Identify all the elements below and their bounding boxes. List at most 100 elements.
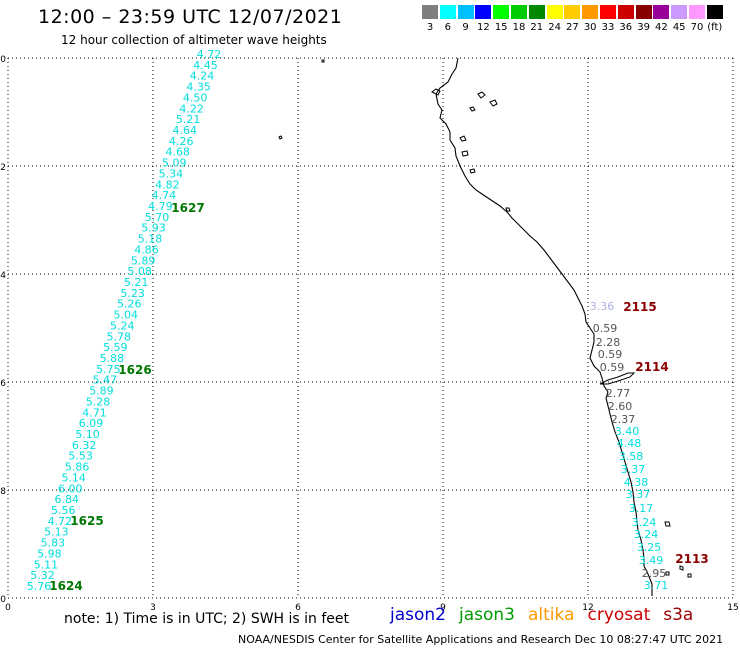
y-tick-label: -6 xyxy=(0,379,6,389)
wave-height-value: 5.56 xyxy=(51,504,76,517)
east-track-time-labels: 2115 2114 2113 xyxy=(623,300,708,566)
track-time-label: 1625 xyxy=(70,514,103,528)
wave-height-value: 5.09 xyxy=(162,157,187,170)
scale-swatch xyxy=(457,5,474,19)
scale-unit: (ft) xyxy=(707,22,723,33)
scale-label: 33 xyxy=(601,22,615,33)
scale-label: 36 xyxy=(619,22,633,33)
track-time-label: 2115 xyxy=(623,300,656,314)
wave-height-value: 5.93 xyxy=(141,222,166,235)
scale-label: 3 xyxy=(426,22,434,33)
scale-swatch xyxy=(653,5,670,19)
track-time-label: 1626 xyxy=(118,363,151,377)
scale-swatch xyxy=(671,5,688,19)
wave-height-value: 3.37 xyxy=(626,488,651,501)
scale-swatch xyxy=(546,5,563,19)
wave-height-value: 2.95 xyxy=(642,567,667,580)
wave-height-value: 2.77 xyxy=(606,387,631,400)
mission-legend: jason2 jason3 altika cryosat s3a xyxy=(390,605,706,625)
scale-swatch xyxy=(582,5,599,19)
wave-height-value: 4.71 xyxy=(82,406,107,419)
wave-height-value: 4.48 xyxy=(617,437,642,450)
axis-tick-labels: 0 3 6 9 12 15 0 -2 -4 -6 -8 -10 xyxy=(0,55,739,613)
wave-height-value: 3.25 xyxy=(637,541,662,554)
wave-height-value: 5.98 xyxy=(37,547,62,560)
wave-height-value: 3.24 xyxy=(632,516,657,529)
scale-swatch xyxy=(493,5,510,19)
wave-height-value: 5.75 xyxy=(96,363,121,376)
scale-label: 6 xyxy=(444,22,451,33)
track-time-label: 1624 xyxy=(49,579,82,593)
x-tick-label: 0 xyxy=(5,603,11,613)
x-tick-label: 6 xyxy=(295,603,301,613)
wave-height-value: 5.18 xyxy=(138,233,163,246)
scale-label: 12 xyxy=(477,22,490,33)
scale-label: 15 xyxy=(494,22,508,33)
wave-height-value: 0.59 xyxy=(600,361,625,374)
mission-cryosat: cryosat xyxy=(587,605,651,625)
mission-jason2: jason2 xyxy=(390,605,446,625)
credit-line: NOAA/NESDIS Center for Satellite Applica… xyxy=(238,633,724,646)
y-tick-label: -8 xyxy=(0,487,6,497)
wave-height-value: 4.35 xyxy=(186,81,211,94)
west-track-time-labels: 1627 1626 1625 1624 xyxy=(49,201,204,593)
wave-height-value: 4.38 xyxy=(624,476,649,489)
wave-height-value: 5.26 xyxy=(117,298,142,311)
wave-height-value: 4.86 xyxy=(134,243,159,256)
scale-swatch xyxy=(564,5,581,19)
wave-height-value: 4.79 xyxy=(148,200,173,213)
coastal-islands xyxy=(278,59,692,578)
scale-label: 24 xyxy=(548,22,561,33)
wave-height-value: 4.74 xyxy=(152,189,177,202)
wave-height-value: 5.32 xyxy=(30,569,55,582)
wave-height-value: 3.36 xyxy=(590,300,615,313)
mission-s3a: s3a xyxy=(663,605,694,625)
mission-jason3: jason3 xyxy=(459,605,515,625)
scale-swatch xyxy=(528,5,545,19)
scale-swatch xyxy=(475,5,492,19)
wave-height-value: 2.28 xyxy=(596,336,621,349)
track-time-label: 2113 xyxy=(675,552,708,566)
scale-label: 30 xyxy=(583,22,597,33)
scale-label: 18 xyxy=(512,22,526,33)
wave-height-value: 5.21 xyxy=(176,113,201,126)
wave-height-value: 4.26 xyxy=(169,135,194,148)
wave-height-value: 5.89 xyxy=(89,385,114,398)
scale-swatch xyxy=(706,5,723,19)
wave-height-value: 5.88 xyxy=(100,352,125,365)
wave-height-value: 3.24 xyxy=(634,528,659,541)
wave-height-value: 2.37 xyxy=(611,413,636,426)
x-tick-label: 3 xyxy=(150,603,156,613)
scale-label: 45 xyxy=(672,22,686,33)
wave-height-value: 5.13 xyxy=(44,526,69,539)
wave-height-value: 5.23 xyxy=(120,287,145,300)
scale-swatch xyxy=(439,5,456,19)
y-tick-label: -2 xyxy=(0,163,6,173)
wave-height-value: 5.28 xyxy=(86,395,111,408)
wave-height-value: 4.22 xyxy=(179,102,204,115)
wave-height-value: 6.00 xyxy=(58,482,83,495)
y-tick-label: -10 xyxy=(0,595,6,605)
wave-height-value: 5.89 xyxy=(131,254,156,267)
scale-label: 70 xyxy=(690,22,704,33)
x-tick-label: 12 xyxy=(582,603,593,613)
wave-height-value: 5.04 xyxy=(113,309,138,322)
wave-height-value: 4.72 xyxy=(197,48,222,61)
wave-height-value: 4.82 xyxy=(155,178,180,191)
wave-height-value: 5.78 xyxy=(107,330,132,343)
y-tick-label: -4 xyxy=(0,271,6,281)
wave-height-value: 2.60 xyxy=(608,400,633,413)
east-altimeter-track: 3.360.592.280.590.592.772.602.373.404.48… xyxy=(590,300,669,592)
wave-height-value: 4.68 xyxy=(166,146,191,159)
track-time-label: 2114 xyxy=(635,360,668,374)
track-time-label: 1627 xyxy=(171,201,204,215)
wave-height-value: 5.86 xyxy=(65,461,90,474)
wave-height-value: 5.34 xyxy=(159,167,184,180)
west-altimeter-track: 4.724.454.244.354.504.225.214.644.264.68… xyxy=(27,48,222,593)
y-tick-label: 0 xyxy=(0,55,6,65)
scale-swatch xyxy=(422,5,438,19)
scale-label: 21 xyxy=(530,22,544,33)
wave-height-value: 6.84 xyxy=(55,493,80,506)
scale-label: 27 xyxy=(566,22,579,33)
